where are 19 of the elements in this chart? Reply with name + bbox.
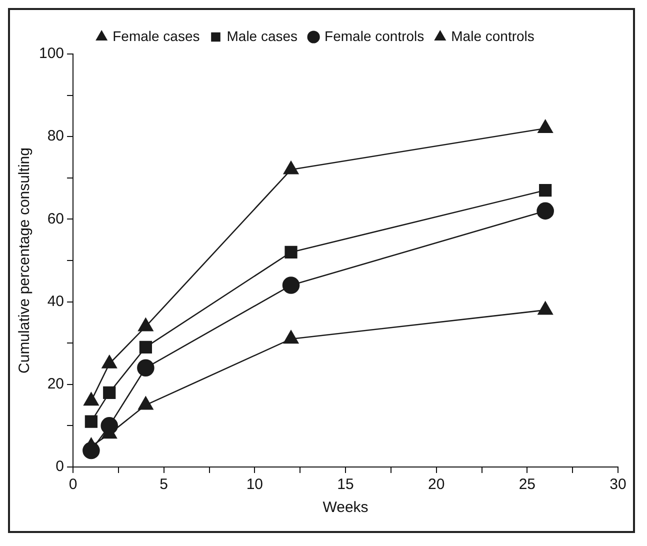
y-axis-title: Cumulative percentage consulting bbox=[16, 148, 34, 374]
x-tick-label: 5 bbox=[160, 476, 168, 494]
y-tick-label: 20 bbox=[47, 376, 64, 393]
legend-label: Female cases bbox=[112, 28, 200, 44]
x-tick-label: 0 bbox=[68, 476, 78, 494]
y-tick-label: 60 bbox=[47, 210, 64, 228]
y-tick-label: 100 bbox=[38, 45, 64, 62]
legend-label: Male controls bbox=[451, 28, 534, 44]
x-tick-label: 25 bbox=[518, 476, 536, 494]
y-tick-label: 80 bbox=[47, 128, 64, 145]
x-axis-title: Weeks bbox=[322, 499, 368, 516]
legend-label: Female controls bbox=[324, 28, 424, 44]
x-tick-label: 20 bbox=[428, 476, 445, 494]
x-tick-label: 15 bbox=[337, 476, 354, 494]
y-tick-label: 40 bbox=[47, 292, 64, 310]
x-tick-label: 10 bbox=[246, 476, 264, 494]
x-tick-label: 30 bbox=[610, 476, 626, 494]
legend-label: Male cases bbox=[226, 28, 298, 44]
y-tick-label: 0 bbox=[56, 458, 64, 476]
